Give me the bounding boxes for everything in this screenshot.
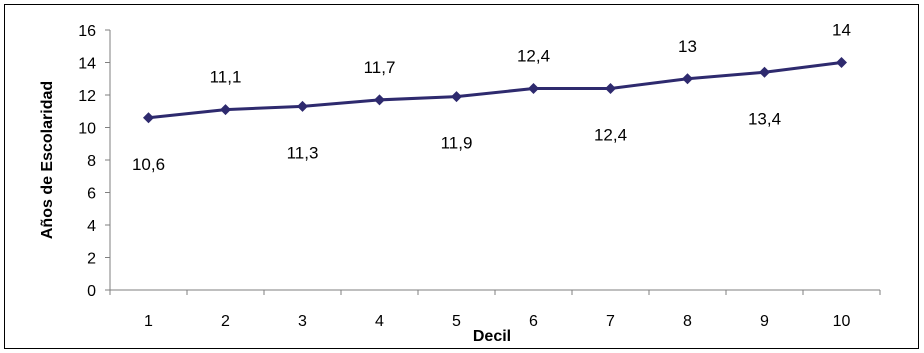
data-label: 11,3 bbox=[287, 143, 319, 162]
data-label: 11,1 bbox=[210, 68, 242, 87]
x-tick-labels: 1 2 3 4 5 6 7 8 9 10 bbox=[109, 290, 881, 330]
y-tick-label: 0 bbox=[87, 283, 96, 300]
data-label: 13,4 bbox=[748, 109, 781, 128]
y-tick-label: 16 bbox=[78, 23, 96, 40]
y-tick-label: 10 bbox=[78, 121, 96, 138]
data-label: 10,6 bbox=[132, 155, 165, 174]
data-point bbox=[605, 83, 616, 94]
data-label: 11,7 bbox=[364, 58, 396, 77]
x-tick-label: 9 bbox=[760, 313, 769, 330]
data-point bbox=[297, 100, 308, 112]
data-label: 11,9 bbox=[441, 134, 473, 153]
data-label: 12,4 bbox=[517, 47, 550, 66]
y-tick-label: 2 bbox=[87, 251, 96, 268]
x-tick-label: 3 bbox=[298, 313, 307, 330]
y-tick-label: 6 bbox=[87, 186, 96, 203]
data-point bbox=[682, 73, 693, 85]
series-group bbox=[143, 57, 847, 124]
data-point bbox=[143, 112, 154, 124]
x-tick-label: 8 bbox=[683, 313, 692, 330]
data-point bbox=[528, 83, 539, 94]
y-tick-label: 4 bbox=[87, 218, 96, 235]
data-label: 13 bbox=[678, 37, 697, 56]
data-point bbox=[374, 94, 385, 106]
y-tick-label: 12 bbox=[78, 88, 96, 105]
x-tick-label: 4 bbox=[375, 313, 384, 330]
data-label: 12,4 bbox=[594, 126, 627, 145]
chart-frame bbox=[4, 4, 919, 349]
data-point bbox=[451, 91, 462, 103]
x-tick-label: 1 bbox=[144, 313, 153, 330]
x-axis-title: Decil bbox=[473, 328, 511, 345]
data-point bbox=[759, 66, 770, 78]
data-labels: 10,6 11,1 11,3 11,7 11,9 12,4 12,4 13 13,4 14 bbox=[132, 21, 851, 174]
data-point bbox=[836, 57, 847, 68]
x-tick-label: 7 bbox=[606, 313, 615, 330]
y-tick-label: 14 bbox=[78, 56, 96, 73]
x-tick-label: 10 bbox=[833, 313, 851, 330]
y-tick-label: 8 bbox=[87, 153, 96, 170]
x-tick-label: 6 bbox=[529, 313, 538, 330]
series-line bbox=[148, 61, 842, 120]
x-tick-label: 5 bbox=[452, 313, 461, 330]
x-tick-label: 2 bbox=[221, 313, 230, 330]
y-axis-title: Años de Escolaridad bbox=[39, 81, 56, 239]
data-label: 14 bbox=[832, 21, 851, 40]
y-tick-labels: 0 2 4 6 8 10 12 14 16 bbox=[78, 23, 110, 300]
data-point bbox=[220, 104, 231, 116]
